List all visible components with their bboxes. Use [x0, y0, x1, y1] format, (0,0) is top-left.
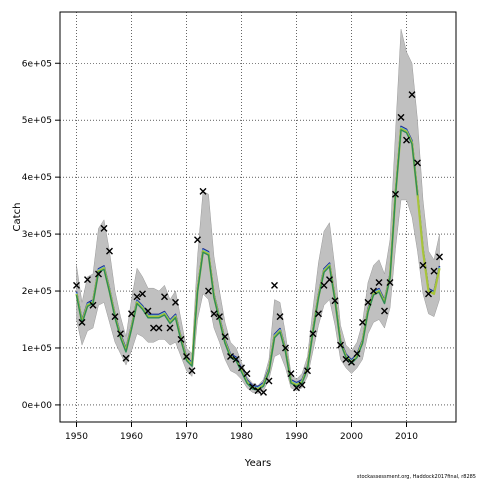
observed-point: [315, 310, 322, 318]
footer-note: stockassessment.org, Haddock2017final, r…: [357, 474, 476, 480]
observed-point: [84, 276, 91, 284]
observed-point: [95, 270, 102, 278]
observed-point: [348, 358, 355, 366]
observed-point: [221, 333, 229, 341]
observed-point: [111, 313, 119, 321]
observed-point: [161, 293, 168, 301]
observed-point: [249, 383, 256, 391]
y-axis-ticks: 0e+00 1e+05 2e+05 3e+05 4e+05 5e+05 6e+05: [22, 59, 60, 411]
fitted-lines: [75, 125, 441, 391]
confidence-band: [76, 29, 440, 394]
observed-point: [359, 318, 366, 326]
x-tick-label: 1960: [120, 432, 143, 442]
observed-point: [331, 297, 339, 305]
observed-point: [73, 281, 80, 289]
observed-point: [298, 381, 306, 389]
observed-point: [271, 281, 278, 289]
observed-point: [320, 281, 328, 289]
fit-line-1: [75, 125, 441, 388]
observed-point: [166, 324, 174, 332]
observed-point: [293, 384, 300, 392]
x-tick-label: 2010: [395, 432, 418, 442]
observed-point: [210, 310, 218, 318]
observed-point: [408, 91, 416, 99]
y-tick-label: 0e+00: [22, 401, 53, 411]
observed-point: [227, 353, 234, 361]
x-axis-title: Years: [244, 458, 271, 469]
observed-point: [205, 287, 212, 295]
observed-point: [337, 341, 344, 349]
observed-point: [128, 310, 135, 318]
observed-point: [243, 370, 251, 378]
observed-point: [370, 287, 377, 295]
x-tick-label: 1950: [65, 432, 88, 442]
y-tick-label: 2e+05: [22, 287, 52, 297]
observed-point: [100, 224, 108, 232]
observed-point: [199, 187, 207, 195]
plot-frame: [59, 11, 457, 423]
observed-point: [194, 236, 201, 244]
observed-point: [254, 387, 262, 395]
observed-point: [265, 377, 273, 385]
fit-line-4: [75, 127, 441, 391]
observed-point: [364, 298, 372, 306]
observed-point: [172, 298, 179, 306]
observed-point: [282, 344, 289, 352]
observed-point: [309, 330, 317, 338]
observed-point: [397, 113, 405, 121]
y-axis-title: Catch: [12, 203, 23, 232]
observed-point: [122, 354, 130, 362]
y-tick-label: 3e+05: [22, 230, 52, 240]
observed-point: [304, 367, 311, 375]
y-tick-label: 6e+05: [22, 59, 52, 69]
observed-point: [419, 261, 427, 269]
observed-point: [276, 313, 284, 321]
x-tick-label: 1970: [175, 432, 198, 442]
observed-point: [381, 307, 388, 315]
confidence-band-area: [76, 29, 440, 394]
observed-point: [183, 353, 190, 361]
observed-point: [326, 276, 333, 284]
observed-point: [342, 355, 350, 363]
x-axis-ticks: 1950 1960 1970 1980 1990 2000 2010: [65, 422, 418, 442]
observed-point: [155, 324, 163, 332]
y-tick-label: 5e+05: [22, 116, 52, 126]
observed-point: [425, 290, 432, 298]
observed-point: [238, 364, 245, 372]
observed-point: [232, 355, 240, 363]
y-tick-label: 1e+05: [22, 344, 52, 354]
observed-point: [89, 301, 97, 309]
observed-point: [139, 290, 146, 298]
observed-point: [150, 324, 157, 332]
observed-point: [353, 350, 361, 358]
observed-point: [144, 307, 152, 315]
observed-point: [386, 278, 394, 286]
observed-point: [117, 330, 124, 338]
observed-point: [188, 367, 196, 375]
observed-point: [216, 313, 223, 321]
observed-point: [177, 335, 185, 343]
observed-markers: [73, 91, 443, 396]
y-tick-label: 4e+05: [22, 173, 52, 183]
observed-point: [392, 190, 399, 198]
x-tick-label: 1980: [230, 432, 253, 442]
observed-point: [414, 159, 421, 167]
observed-point: [436, 253, 443, 261]
x-tick-label: 1990: [285, 432, 308, 442]
observed-point: [403, 136, 410, 144]
observed-point: [133, 293, 141, 301]
x-tick-label: 2000: [340, 432, 363, 442]
observed-point: [106, 247, 113, 255]
observed-point: [260, 388, 267, 396]
observed-point: [375, 278, 383, 286]
fit-line-3: [75, 129, 419, 391]
observed-point: [287, 370, 295, 378]
observed-point: [78, 318, 86, 326]
observed-point: [430, 267, 438, 275]
